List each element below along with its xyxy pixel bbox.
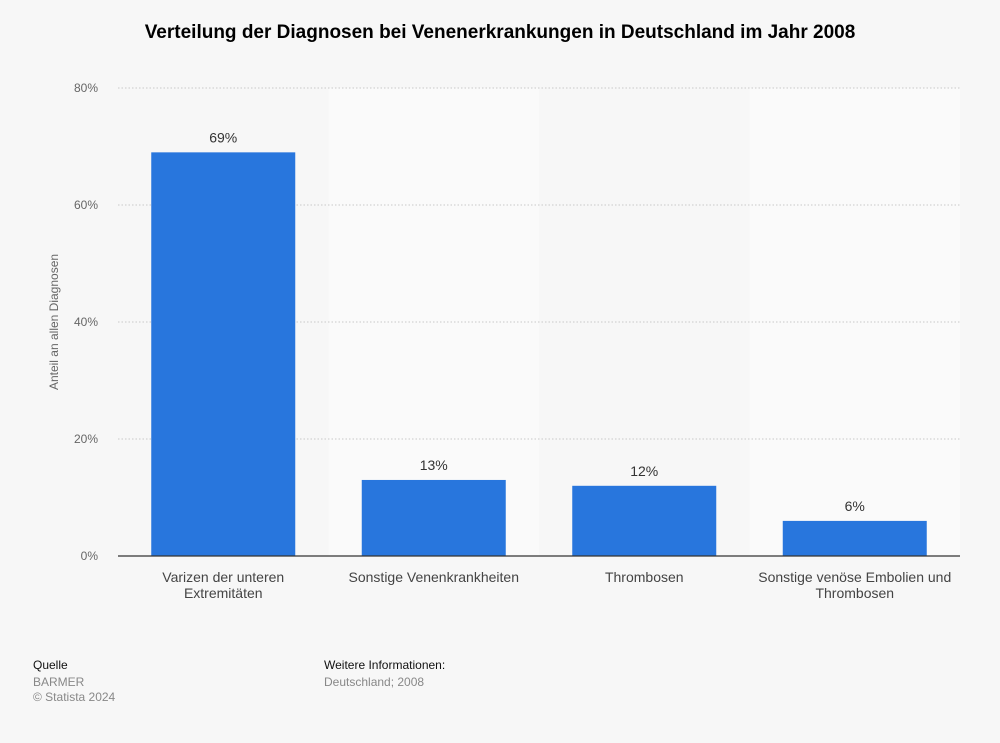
source-heading: Quelle — [33, 658, 68, 672]
y-tick-label: 60% — [74, 198, 98, 212]
y-tick-label: 20% — [74, 432, 98, 446]
y-axis-label: Anteil an allen Diagnosen — [47, 254, 61, 390]
x-tick-label: Extremitäten — [184, 585, 263, 601]
bar — [572, 485, 717, 556]
x-tick-label: Sonstige venöse Embolien und — [758, 569, 951, 585]
data-label: 13% — [420, 457, 448, 473]
bar — [782, 520, 927, 556]
x-tick-label: Varizen der unteren — [162, 569, 284, 585]
info-heading: Weitere Informationen: — [324, 658, 446, 672]
band — [749, 88, 960, 556]
y-tick-label: 80% — [74, 81, 98, 95]
source-value: BARMER — [33, 675, 85, 689]
bar — [151, 152, 296, 556]
x-tick-label: Sonstige Venenkrankheiten — [349, 569, 519, 585]
data-label: 6% — [845, 498, 865, 514]
copyright[interactable]: © Statista 2024 — [33, 690, 116, 704]
y-tick-label: 0% — [81, 549, 99, 563]
chart-title: Verteilung der Diagnosen bei Venenerkran… — [144, 22, 856, 43]
info-value: Deutschland; 2008 — [324, 675, 425, 689]
x-tick-label: Thrombosen — [605, 569, 684, 585]
bar — [361, 479, 506, 556]
data-label: 69% — [209, 129, 237, 145]
x-tick-label: Thrombosen — [815, 585, 894, 601]
y-tick-label: 40% — [74, 315, 98, 329]
data-label: 12% — [630, 463, 658, 479]
